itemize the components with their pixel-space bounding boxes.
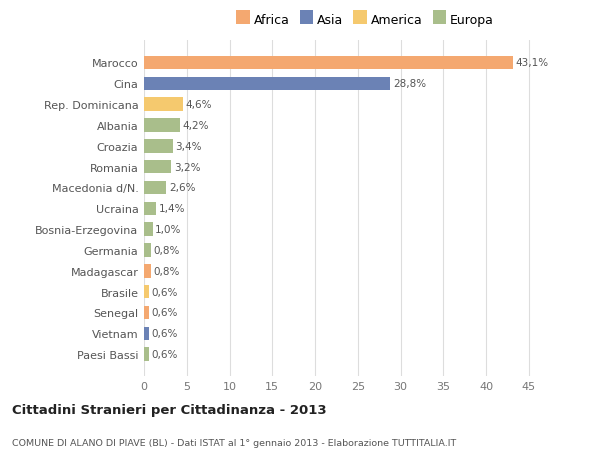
- Text: Cittadini Stranieri per Cittadinanza - 2013: Cittadini Stranieri per Cittadinanza - 2…: [12, 403, 326, 416]
- Text: 43,1%: 43,1%: [515, 58, 548, 68]
- Legend: Africa, Asia, America, Europa: Africa, Asia, America, Europa: [236, 14, 494, 27]
- Bar: [144, 181, 166, 195]
- Bar: [144, 264, 151, 278]
- Bar: [144, 244, 151, 257]
- Text: 0,8%: 0,8%: [154, 246, 180, 255]
- Text: 4,6%: 4,6%: [186, 100, 212, 110]
- Text: 3,4%: 3,4%: [176, 141, 202, 151]
- Bar: [144, 347, 149, 361]
- Text: COMUNE DI ALANO DI PIAVE (BL) - Dati ISTAT al 1° gennaio 2013 - Elaborazione TUT: COMUNE DI ALANO DI PIAVE (BL) - Dati IST…: [12, 438, 456, 447]
- Bar: [144, 285, 149, 299]
- Text: 28,8%: 28,8%: [393, 79, 426, 89]
- Text: 3,2%: 3,2%: [174, 162, 200, 172]
- Text: 1,0%: 1,0%: [155, 224, 181, 235]
- Bar: [144, 306, 149, 319]
- Text: 2,6%: 2,6%: [169, 183, 196, 193]
- Bar: [144, 98, 184, 112]
- Bar: [144, 77, 391, 91]
- Text: 0,6%: 0,6%: [152, 308, 178, 318]
- Bar: [144, 56, 512, 70]
- Bar: [144, 202, 156, 216]
- Bar: [144, 119, 180, 133]
- Text: 0,8%: 0,8%: [154, 266, 180, 276]
- Bar: [144, 140, 173, 153]
- Text: 0,6%: 0,6%: [152, 287, 178, 297]
- Bar: [144, 223, 152, 236]
- Text: 0,6%: 0,6%: [152, 329, 178, 339]
- Text: 0,6%: 0,6%: [152, 349, 178, 359]
- Text: 4,2%: 4,2%: [182, 121, 209, 131]
- Bar: [144, 327, 149, 341]
- Bar: [144, 161, 172, 174]
- Text: 1,4%: 1,4%: [158, 204, 185, 214]
